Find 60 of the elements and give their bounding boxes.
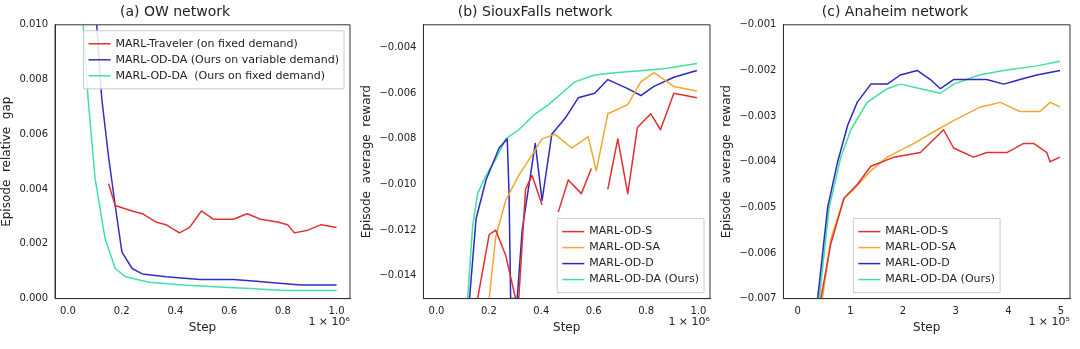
chart-title: (c) Anaheim network: [821, 3, 970, 20]
y-tick-label: −0.007: [739, 292, 777, 304]
y-tick-label: −0.003: [739, 109, 777, 121]
y-tick-label: 0.010: [19, 18, 49, 30]
legend-label: MARL-OD-DA (Ours on fixed demand): [115, 68, 325, 82]
x-tick-label: 2: [899, 305, 907, 317]
y-axis-title: Episode relative gap: [0, 96, 14, 227]
x-tick-label: 0.0: [59, 305, 76, 317]
y-tick-label: −0.004: [739, 155, 777, 167]
legend-label: MARL-OD-D: [589, 256, 654, 270]
chart-title: (b) SiouxFalls network: [457, 3, 614, 20]
x-tick-label: 3: [952, 305, 959, 317]
text: 1 × 10⁶: [308, 314, 351, 328]
text: 1 × 10⁵: [1028, 314, 1070, 328]
y-tick-label: −0.010: [379, 178, 417, 190]
legend-label: MARL-Traveler (on fixed demand): [115, 36, 298, 50]
y-axis-title: Episode average reward: [719, 85, 734, 239]
y-axis-title: Episode average reward: [359, 85, 374, 239]
legend-label: MARL-OD-D: [885, 256, 950, 270]
y-tick-label: 0.000: [19, 292, 49, 304]
x-tick-label: 4: [1005, 305, 1012, 317]
x-tick-label: 0.4: [167, 305, 184, 317]
y-tick-label: −0.006: [739, 246, 777, 258]
y-tick-label: −0.014: [379, 269, 417, 281]
x-tick-label: 0.6: [585, 305, 602, 317]
y-tick-label: 0.006: [19, 127, 49, 139]
x-axis-title: Step: [913, 319, 941, 334]
legend-label: MARL-OD-DA (Ours): [589, 272, 699, 286]
legend-label: MARL-OD-S: [885, 224, 949, 238]
x-tick-label: 5: [1057, 305, 1065, 317]
x-tick-label: 0: [794, 305, 801, 317]
y-tick-label: −0.002: [739, 64, 777, 76]
y-tick-label: 0.002: [19, 237, 49, 249]
legend-label: MARL-OD-SA: [589, 240, 661, 254]
legend-label: MARL-OD-DA (Ours on variable demand): [115, 52, 340, 66]
legend-label: MARL-OD-S: [589, 224, 653, 238]
y-tick-label: −0.005: [739, 200, 777, 212]
x-tick-label: 0.2: [113, 305, 130, 317]
y-tick-label: 0.004: [19, 182, 49, 194]
x-tick-label: 0.2: [480, 305, 497, 317]
x-axis-title: Step: [188, 319, 217, 334]
y-tick-label: −0.008: [379, 132, 417, 144]
y-tick-label: −0.004: [379, 41, 417, 53]
y-tick-label: −0.012: [379, 223, 417, 235]
legend-label: MARL-OD-DA (Ours): [885, 272, 996, 286]
y-tick-label: −0.001: [739, 18, 777, 30]
chart-title: (a) OW network: [119, 3, 231, 20]
x-tick-label: 0.8: [638, 305, 655, 317]
x-tick-label: 1.0: [690, 305, 707, 317]
x-tick-label: 0.0: [428, 305, 445, 317]
x-tick-label: 0.6: [221, 305, 238, 317]
text: 1 × 10⁶: [668, 314, 711, 328]
y-tick-label: −0.006: [379, 86, 417, 98]
x-tick-label: 0.4: [533, 305, 550, 317]
x-axis-title: Step: [553, 319, 581, 334]
legend-label: MARL-OD-SA: [885, 240, 957, 254]
x-tick-label: 0.8: [274, 305, 291, 317]
y-tick-label: 0.008: [19, 73, 49, 85]
x-tick-label: 1: [847, 305, 854, 317]
x-tick-label: 1.0: [328, 305, 345, 317]
